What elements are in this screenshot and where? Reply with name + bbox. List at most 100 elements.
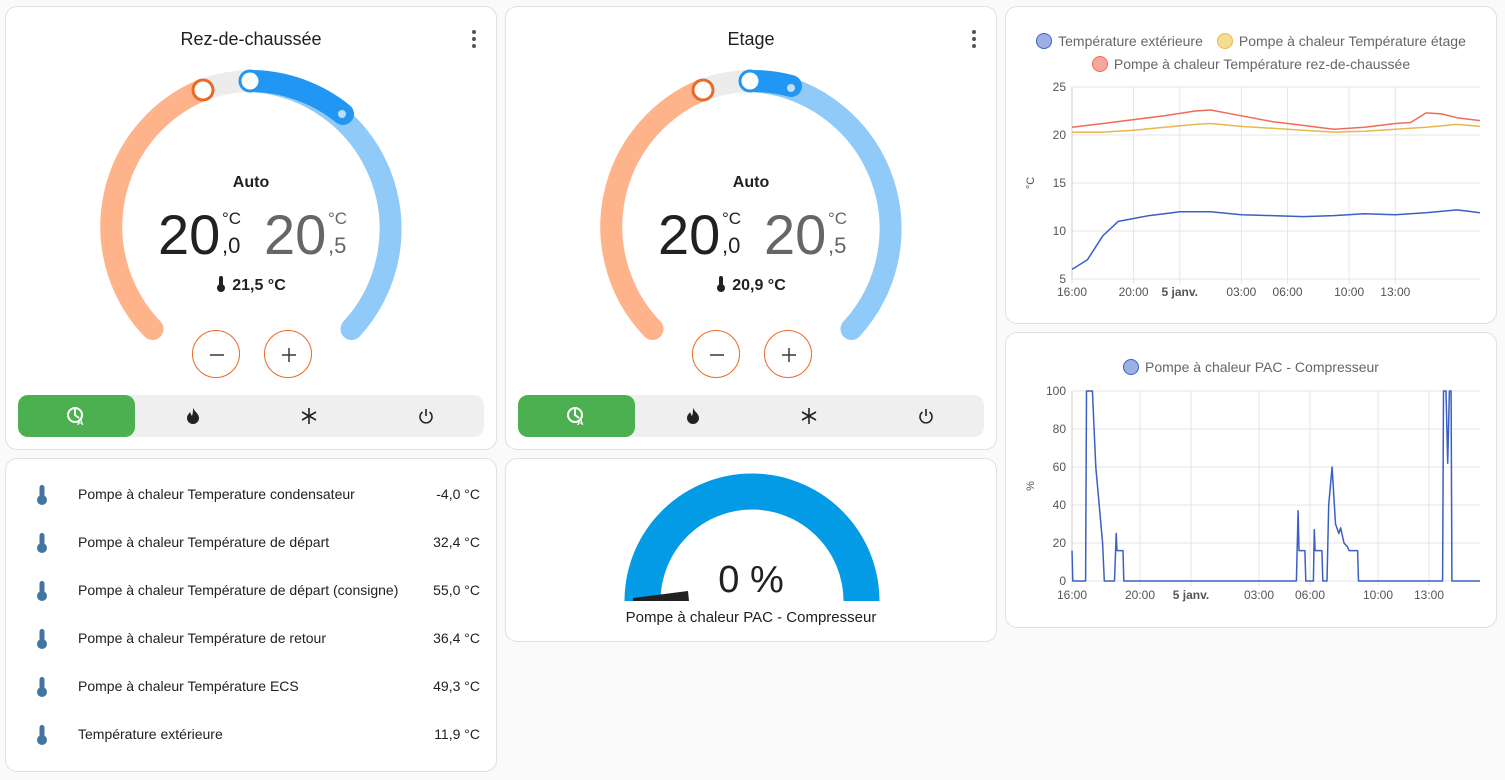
entity-row[interactable]: Pompe à chaleur Température de retour 36,…	[6, 615, 496, 663]
entity-name: Pompe à chaleur Température ECS	[78, 678, 299, 694]
low-setpoint-dec: ,0	[222, 233, 241, 258]
mode-off-button[interactable]	[868, 395, 985, 437]
y-axis-label: °C	[1025, 177, 1037, 189]
current-temperature: 21,5 °C	[6, 276, 496, 295]
entity-row[interactable]: Pompe à chaleur Temperature condensateur…	[6, 471, 496, 519]
y-tick-label: 80	[1053, 422, 1067, 436]
x-tick-label: 16:00	[1057, 285, 1087, 299]
legend-swatch	[1123, 359, 1140, 375]
power-icon	[918, 409, 933, 424]
x-tick-label: 16:00	[1057, 588, 1087, 602]
current-indicator	[787, 84, 795, 92]
entity-value: 49,3 °C	[433, 678, 480, 694]
mode-cool-button[interactable]	[251, 395, 368, 437]
thermometer-icon	[717, 276, 726, 292]
decrease-button[interactable]	[192, 330, 240, 378]
y-tick-label: 60	[1053, 460, 1067, 474]
series-line	[1072, 122, 1481, 133]
low-setpoint-int: 20	[158, 203, 221, 266]
legend-swatch	[1036, 33, 1053, 49]
thermometer-icon	[37, 629, 47, 649]
mode-auto-button[interactable]: A	[518, 395, 635, 437]
x-tick-label: 5 janv.	[1162, 285, 1198, 299]
legend-label: Pompe à chaleur Température rez-de-chaus…	[1113, 56, 1411, 72]
entities-card: Pompe à chaleur Temperature condensateur…	[5, 458, 497, 772]
low-setpoint: 20 °C ,0	[658, 203, 748, 267]
entity-row[interactable]: Température extérieure 11,9 °C	[6, 711, 496, 759]
x-tick-label: 03:00	[1226, 285, 1256, 299]
high-setpoint: 20 °C ,5	[264, 203, 354, 267]
entity-value: 55,0 °C	[433, 582, 480, 598]
plus-icon	[282, 348, 296, 362]
cool-active-arc	[239, 70, 354, 125]
thermostat-auto-icon: A	[67, 407, 84, 426]
entity-row[interactable]: Pompe à chaleur Température ECS 49,3 °C	[6, 663, 496, 711]
thermometer-icon	[37, 485, 47, 505]
legend-label: Pompe à chaleur PAC - Compresseur	[1145, 359, 1379, 375]
mode-heat-button[interactable]	[635, 395, 752, 437]
high-setpoint: 20 °C ,5	[764, 203, 854, 267]
entity-row[interactable]: Pompe à chaleur Température de départ 32,…	[6, 519, 496, 567]
high-setpoint-dec: ,5	[828, 233, 847, 258]
entity-value: 32,4 °C	[433, 534, 480, 550]
heat-range-arc	[600, 78, 714, 340]
legend-item[interactable]: Pompe à chaleur PAC - Compresseur	[1123, 359, 1379, 375]
more-menu-icon[interactable]	[470, 29, 478, 49]
temperature-chart[interactable]: 25 20 15 10 516:00 20:00 5 janv. 03:00 06:00 10:0…	[1006, 7, 1497, 324]
legend-row: Température extérieure Pompe à chaleur Te…	[1006, 33, 1496, 49]
entity-name: Pompe à chaleur Température de retour	[78, 630, 326, 646]
low-setpoint-handle	[191, 78, 215, 102]
gauge-name: Pompe à chaleur PAC - Compresseur	[625, 609, 877, 626]
hvac-mode-label: Auto	[732, 174, 770, 191]
thermostat-card-rdc: Rez-de-chaussée Auto 20 °C ,0 20 °C ,5 2…	[5, 6, 497, 450]
mode-auto-button[interactable]: A	[18, 395, 135, 437]
entity-name: Pompe à chaleur Température de départ	[78, 534, 330, 550]
thermostat-card-etage: Etage Auto 20 °C ,0 20 °C ,5 20,9 °C A	[505, 6, 997, 450]
heat-range-arc	[100, 78, 214, 340]
x-tick-label: 20:00	[1125, 588, 1155, 602]
legend-item[interactable]: Pompe à chaleur Température étage	[1216, 33, 1466, 49]
fire-icon	[686, 408, 699, 424]
more-menu-icon[interactable]	[970, 29, 978, 49]
minus-icon	[210, 354, 224, 356]
card-title: Etage	[727, 29, 775, 49]
current-temperature-value: 20,9 °C	[732, 277, 786, 294]
thermostat-dial[interactable]	[506, 7, 997, 367]
y-tick-label: 5	[1059, 272, 1066, 286]
entity-row[interactable]: Pompe à chaleur Température de départ (c…	[6, 567, 496, 615]
snowflake-icon	[301, 408, 317, 424]
x-tick-label: 13:00	[1380, 285, 1410, 299]
thermometer-icon	[37, 533, 47, 553]
y-tick-label: 0	[1059, 574, 1066, 588]
y-tick-label: 20	[1053, 536, 1067, 550]
decrease-button[interactable]	[692, 330, 740, 378]
legend-swatch	[1216, 33, 1233, 49]
y-tick-label: 100	[1046, 384, 1066, 398]
thermostat-dial[interactable]	[6, 7, 497, 367]
increase-button[interactable]	[764, 330, 812, 378]
low-setpoint: 20 °C ,0	[158, 203, 248, 267]
entity-value: 36,4 °C	[433, 630, 480, 646]
entity-value: -4,0 °C	[436, 486, 480, 502]
legend-item[interactable]: Température extérieure	[1036, 33, 1203, 49]
svg-text:A: A	[577, 417, 584, 426]
compressor-history-card: Pompe à chaleur PAC - Compresseur 100 80 6…	[1005, 332, 1497, 628]
y-axis-label: %	[1025, 481, 1037, 491]
high-setpoint-handle	[738, 69, 762, 93]
thermometer-icon	[217, 276, 226, 292]
increase-button[interactable]	[264, 330, 312, 378]
mode-cool-button[interactable]	[751, 395, 868, 437]
legend-item[interactable]: Pompe à chaleur Température rez-de-chaus…	[1091, 56, 1411, 72]
y-tick-label: 10	[1053, 224, 1067, 238]
temperature-history-card: Température extérieure Pompe à chaleur Te…	[1005, 6, 1497, 324]
svg-text:A: A	[77, 417, 84, 426]
hvac-mode-bar: A	[518, 395, 984, 437]
x-tick-label: 06:00	[1295, 588, 1325, 602]
gauge-card[interactable]: 0 % Pompe à chaleur PAC - Compresseur	[505, 458, 997, 642]
card-title: Rez-de-chaussée	[180, 29, 322, 49]
gauge-needle	[633, 591, 689, 601]
mode-off-button[interactable]	[368, 395, 485, 437]
mode-heat-button[interactable]	[135, 395, 252, 437]
entity-name: Température extérieure	[78, 726, 223, 742]
compressor-chart[interactable]: 100 80 60 40 20 016:00 20:00 5 janv. 03:00 06:00 1…	[1006, 333, 1497, 628]
